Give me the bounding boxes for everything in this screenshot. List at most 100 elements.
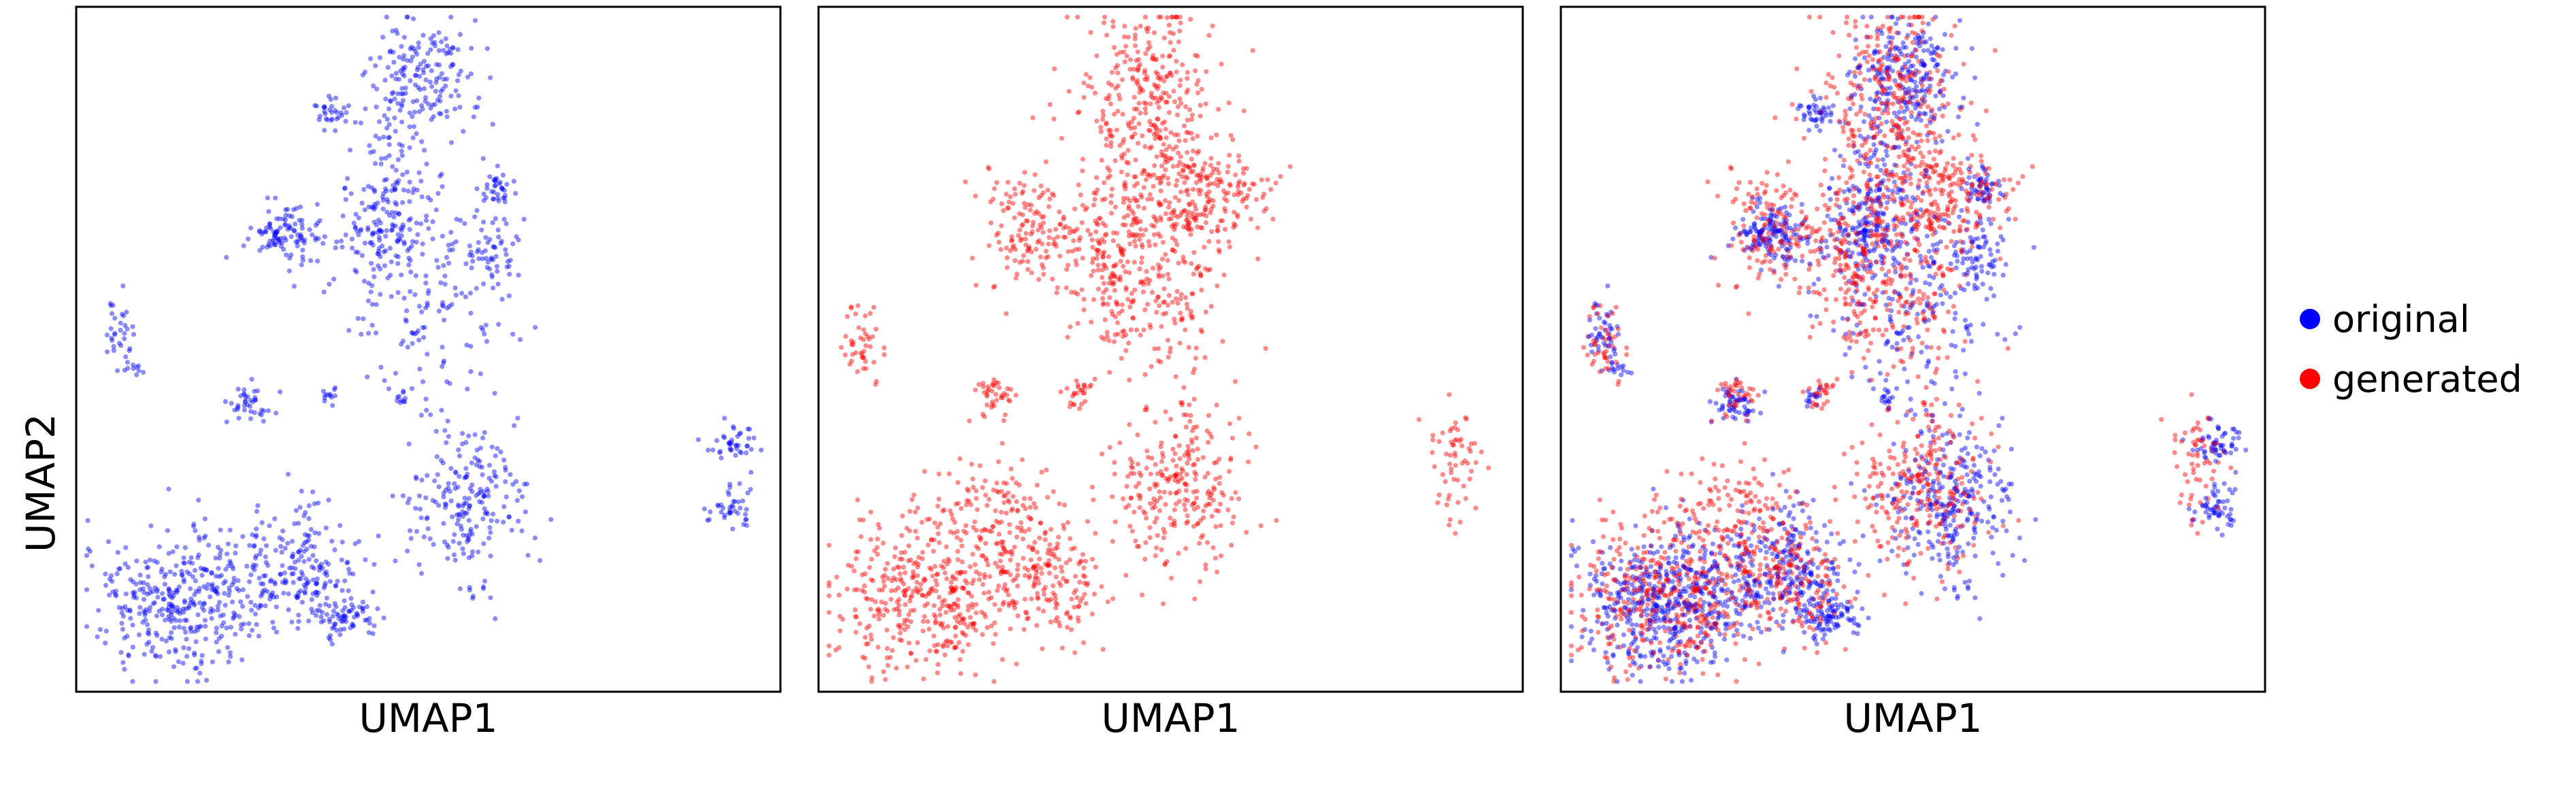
scatter-point [395, 157, 401, 163]
scatter-point [452, 486, 458, 491]
scatter-point [938, 563, 944, 569]
scatter-point [1131, 211, 1136, 216]
scatter-point [253, 534, 259, 539]
scatter-point [306, 556, 312, 563]
scatter-point [1202, 244, 1207, 250]
scatter-point [1111, 45, 1117, 50]
scatter-point [1076, 109, 1082, 115]
scatter-point [485, 511, 491, 517]
scatter-point [987, 574, 993, 580]
scatter-point [492, 390, 497, 396]
scatter-point [1183, 138, 1188, 144]
scatter-point [999, 201, 1004, 207]
scatter-point [1142, 70, 1147, 75]
scatter-point [266, 241, 271, 247]
scatter-point [1903, 571, 1909, 576]
scatter-point [1066, 88, 1072, 94]
scatter-point [263, 603, 268, 609]
scatter-point [1140, 289, 1146, 295]
scatter-point [368, 56, 374, 61]
scatter-point [329, 110, 335, 115]
scatter-point [338, 110, 344, 116]
scatter-point [487, 237, 493, 242]
scatter-point [1081, 95, 1087, 100]
scatter-point [902, 618, 908, 623]
scatter-point [491, 469, 497, 475]
scatter-point [1164, 73, 1170, 79]
scatter-point [445, 556, 450, 561]
scatter-point [488, 595, 493, 601]
scatter-point [250, 628, 255, 633]
scatter-point [1115, 83, 1121, 88]
scatter-point [1184, 471, 1189, 477]
scatter-point [921, 578, 927, 584]
scatter-point [1468, 441, 1474, 447]
scatter-point [461, 501, 467, 507]
scatter-point [436, 30, 442, 35]
scatter-point [450, 46, 456, 51]
scatter-point [1140, 88, 1146, 94]
scatter-point [974, 507, 980, 512]
scatter-point [393, 223, 398, 229]
scatter-point [393, 71, 399, 76]
scatter-point [419, 103, 425, 108]
scatter-point [421, 70, 427, 75]
scatter-point [1132, 509, 1137, 515]
scatter-point [199, 658, 204, 664]
scatter-point [329, 116, 335, 122]
scatter-point [1823, 238, 1829, 244]
scatter-point [376, 227, 382, 233]
scatter-point [1085, 519, 1091, 524]
scatter-point [1853, 56, 1858, 61]
scatter-point [367, 143, 372, 148]
scatter-point [1430, 437, 1436, 443]
scatter-point [1236, 181, 1241, 186]
scatter-point [980, 632, 985, 637]
scatter-point [312, 501, 317, 507]
scatter-point [1172, 132, 1178, 137]
scatter-point [313, 590, 319, 595]
scatter-point [181, 555, 186, 560]
scatter-point [1132, 239, 1138, 244]
scatter-point [1964, 465, 1969, 470]
scatter-point [695, 437, 701, 443]
scatter-point [342, 613, 348, 619]
scatter-point [480, 586, 486, 592]
scatter-point [1999, 498, 2004, 503]
scatter-point [484, 182, 490, 187]
scatter-point [962, 569, 968, 575]
scatter-point [1072, 206, 1078, 212]
scatter-point [1197, 579, 1203, 584]
scatter-point [719, 509, 724, 515]
scatter-point [1236, 153, 1242, 158]
scatter-point [1155, 295, 1161, 300]
scatter-point [879, 599, 885, 605]
scatter-point [136, 368, 142, 373]
scatter-point [1110, 24, 1116, 29]
scatter-point [861, 366, 866, 371]
scatter-point [384, 14, 389, 20]
scatter-point [203, 624, 208, 629]
scatter-point [329, 394, 334, 400]
scatter-point [423, 305, 429, 311]
scatter-point [485, 488, 491, 494]
scatter-point [748, 447, 754, 452]
scatter-point [313, 237, 318, 243]
scatter-point [1004, 588, 1009, 594]
scatter-point [130, 324, 135, 329]
scatter-point [419, 194, 425, 199]
scatter-point [283, 217, 288, 222]
scatter-point [1170, 247, 1176, 252]
scatter-point [896, 603, 902, 608]
scatter-point [433, 499, 438, 505]
scatter-point [1080, 156, 1086, 162]
scatter-point [1170, 458, 1176, 463]
scatter-point [1080, 255, 1085, 261]
scatter-point [1253, 444, 1259, 450]
scatter-point [443, 488, 448, 493]
scatter-point [504, 264, 510, 270]
scatter-point [220, 612, 226, 618]
scatter-point [236, 416, 242, 421]
scatter-point [482, 492, 487, 499]
scatter-point [1147, 486, 1153, 492]
